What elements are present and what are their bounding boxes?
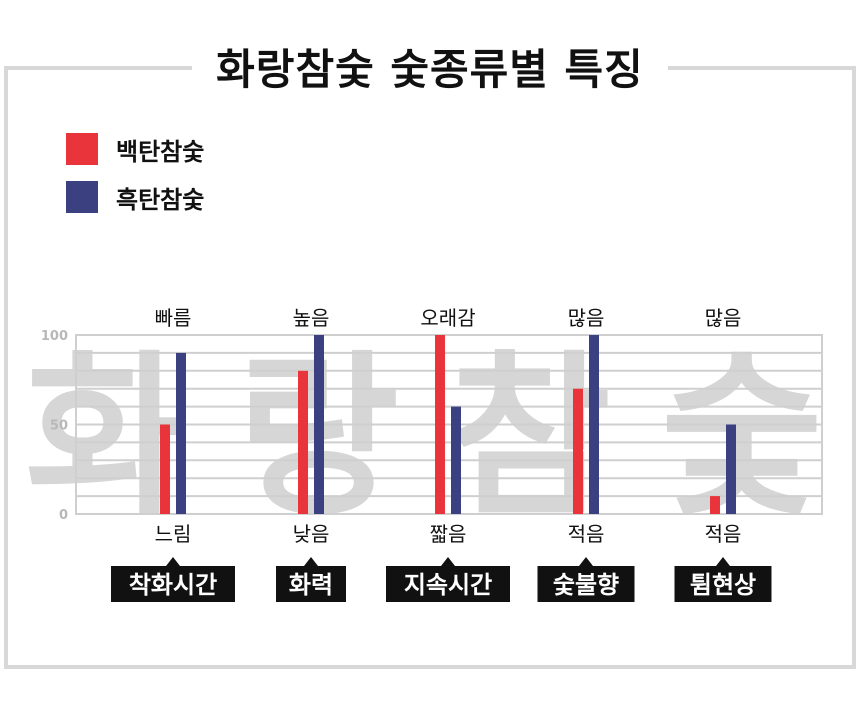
category-tag-box <box>674 566 772 602</box>
legend-item-white-charcoal: 백탄참숯 <box>66 133 205 166</box>
legend: 백탄참숯 흑탄참숯 <box>66 133 204 229</box>
category-tag-pointer <box>579 557 593 566</box>
category-tag-pointer <box>441 557 455 566</box>
bar-white-charcoal <box>298 370 308 514</box>
category-label: 숯불향 <box>553 571 619 599</box>
top-scale-label: 빠름 <box>155 306 192 330</box>
page-title: 화랑참숯 숯종류별 특징 <box>192 36 668 97</box>
category-tag-pointer <box>304 557 318 566</box>
top-scale-label: 많음 <box>568 306 605 330</box>
category-tag-pointer <box>716 557 730 566</box>
bar-black-charcoal <box>176 352 186 514</box>
top-scale-label: 많음 <box>705 306 742 330</box>
bar-black-charcoal <box>589 335 599 514</box>
legend-item-black-charcoal: 흑탄참숯 <box>66 181 205 214</box>
category-tag-box <box>111 566 235 602</box>
category-label: 착화시간 <box>129 571 217 599</box>
legend-label-black-charcoal: 흑탄참숯 <box>116 185 205 214</box>
bar-white-charcoal <box>435 335 445 514</box>
bar-black-charcoal <box>451 406 461 514</box>
title-wrap: 화랑참숯 숯종류별 특징 <box>0 36 860 97</box>
bottom-scale-label: 느림 <box>155 522 192 546</box>
category-tag-box <box>276 566 346 602</box>
bar-white-charcoal <box>573 388 583 514</box>
bar-black-charcoal <box>314 335 324 514</box>
category-label: 지속시간 <box>404 571 492 599</box>
bar-white-charcoal <box>710 496 720 514</box>
legend-swatch-black-charcoal <box>66 181 98 213</box>
category-tag-box <box>537 566 635 602</box>
bar-white-charcoal <box>160 424 170 514</box>
watermark-text: 화랑참숯 <box>25 335 860 540</box>
legend-swatch-white-charcoal <box>66 133 98 165</box>
top-scale-label: 오래감 <box>420 306 475 330</box>
category-tag-box <box>386 566 510 602</box>
category-tag-pointer <box>166 557 180 566</box>
bottom-scale-label: 적음 <box>568 522 605 546</box>
bottom-scale-label: 적음 <box>705 522 742 546</box>
y-tick-label: 100 <box>41 329 68 344</box>
bar-black-charcoal <box>726 424 736 514</box>
top-scale-label: 높음 <box>293 306 330 330</box>
y-tick-label: 50 <box>50 419 68 434</box>
category-label: 튐현상 <box>690 571 756 599</box>
bottom-scale-label: 낮음 <box>293 522 330 546</box>
bottom-scale-label: 짧음 <box>430 522 467 546</box>
legend-label-white-charcoal: 백탄참숯 <box>116 137 205 166</box>
category-label: 화력 <box>289 571 333 599</box>
y-tick-label: 0 <box>59 508 68 523</box>
